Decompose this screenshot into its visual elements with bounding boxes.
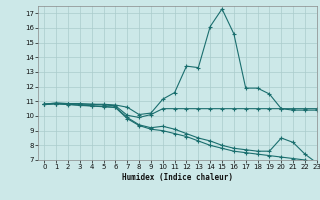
X-axis label: Humidex (Indice chaleur): Humidex (Indice chaleur) xyxy=(122,173,233,182)
